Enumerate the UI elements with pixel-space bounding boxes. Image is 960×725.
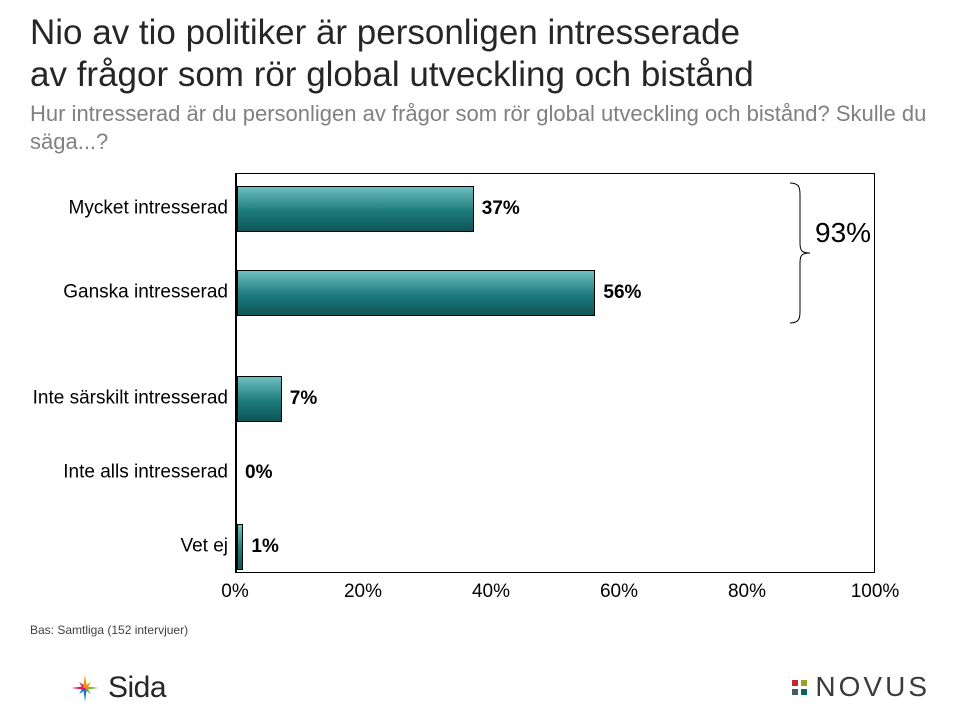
novus-dot (801, 680, 807, 686)
x-tick-label: 60% (600, 581, 638, 603)
bar-row: Mycket intresserad 37% (30, 186, 930, 232)
sida-star-icon (68, 671, 102, 705)
bar-category-label: Ganska intresserad (30, 283, 228, 304)
bar-row: Vet ej 1% (30, 524, 930, 570)
chart-title: Nio av tio politiker är personligen intr… (30, 12, 930, 96)
bar-category-label: Inte särskilt intresserad (30, 389, 228, 410)
base-note: Bas: Samtliga (152 intervjuer) (30, 623, 188, 637)
x-tick-label: 20% (344, 581, 382, 603)
novus-logo: NOVUS (792, 671, 930, 703)
bar (237, 270, 595, 316)
bar-row: Inte särskilt intresserad 7% (30, 376, 930, 422)
page-root: Nio av tio politiker är personligen intr… (0, 0, 960, 725)
x-tick-label: 40% (472, 581, 510, 603)
group-sum-label: 93% (815, 217, 871, 249)
title-line-2: av frågor som rör global utveckling och … (30, 55, 754, 94)
bar (237, 376, 282, 422)
bar-value-label: 37% (482, 198, 520, 220)
novus-dot (792, 680, 798, 686)
novus-dot (792, 689, 798, 695)
bar-row: Inte alls intresserad 0% (30, 450, 930, 496)
novus-logo-text: NOVUS (815, 671, 930, 703)
x-tick-label: 0% (221, 581, 248, 603)
title-line-1: Nio av tio politiker är personligen intr… (30, 13, 740, 52)
bar-value-label: 0% (245, 462, 272, 484)
bar (237, 186, 474, 232)
chart-area: Mycket intresserad 37% Ganska intresserad 5… (30, 173, 930, 613)
bar-category-label: Vet ej (30, 537, 228, 558)
x-tick-label: 100% (851, 581, 900, 603)
plot-frame (235, 173, 875, 573)
sida-logo: Sida (68, 671, 166, 705)
sida-logo-text: Sida (108, 671, 166, 705)
bar-value-label: 56% (603, 282, 641, 304)
chart-subtitle: Hur intresserad är du personligen av frå… (30, 100, 930, 155)
novus-dotgrid-icon (792, 680, 807, 695)
bar-row: Ganska intresserad 56% (30, 270, 930, 316)
bar-category-label: Inte alls intresserad (30, 463, 228, 484)
bar-value-label: 1% (251, 536, 278, 558)
bar-value-label: 7% (290, 388, 317, 410)
novus-dot (801, 689, 807, 695)
bar (237, 524, 243, 570)
y-axis-line (235, 173, 237, 573)
bar-category-label: Mycket intresserad (30, 199, 228, 220)
x-tick-label: 80% (728, 581, 766, 603)
